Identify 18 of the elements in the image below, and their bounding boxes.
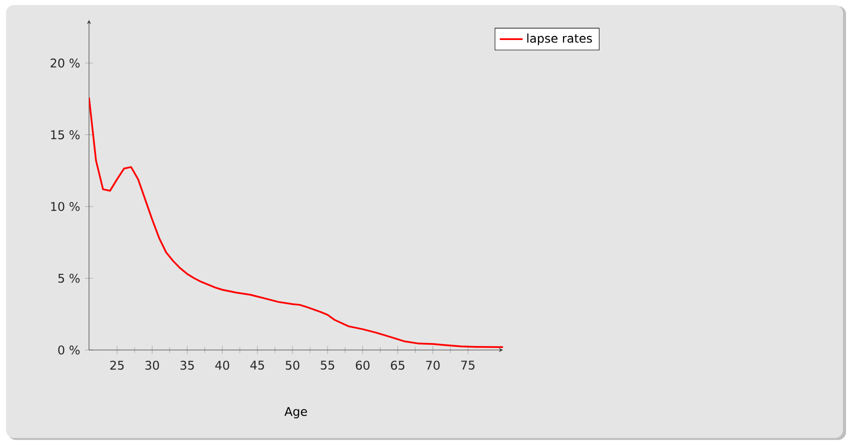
y-tick-label: 5 %: [58, 274, 80, 283]
x-tick-label: 60: [356, 360, 370, 370]
y-tick-label: 15 %: [51, 130, 80, 140]
x-axis-title: Age: [284, 407, 307, 418]
x-tick-label: 35: [180, 360, 194, 370]
legend-label: lapse rates: [527, 34, 592, 46]
y-tick-label: 0 %: [58, 345, 80, 355]
x-tick-label: 50: [286, 360, 300, 370]
y-tick-label: 20 %: [50, 58, 80, 68]
x-tick-label: 45: [250, 360, 264, 370]
x-tick-label: 65: [390, 360, 404, 370]
x-tick-label: 75: [461, 360, 474, 370]
x-tick-label: 30: [145, 360, 159, 370]
x-tick-label: 70: [426, 360, 440, 370]
y-tick-label: 10 %: [51, 202, 80, 212]
x-tick-label: 40: [215, 360, 230, 370]
x-tick-label: 25: [110, 360, 124, 370]
x-tick-label: 55: [320, 360, 334, 370]
